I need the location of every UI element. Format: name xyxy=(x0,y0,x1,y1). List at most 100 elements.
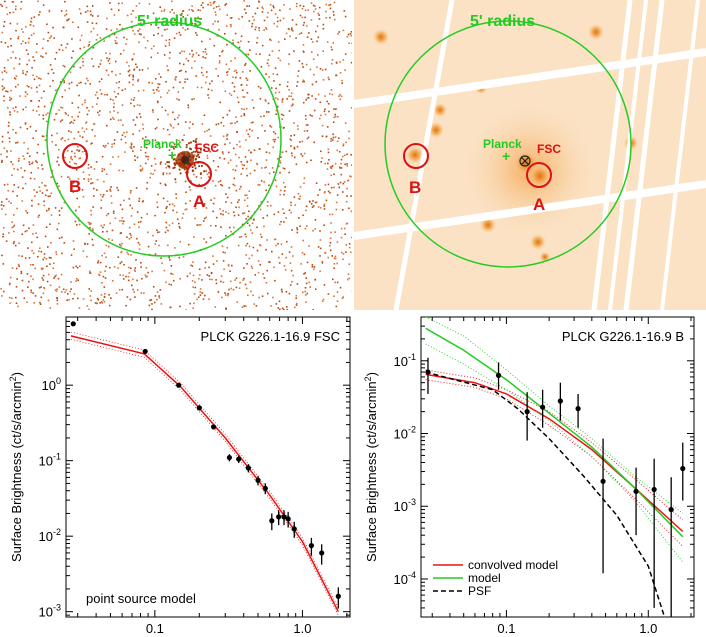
noise-pixel xyxy=(158,244,160,247)
noise-pixel xyxy=(128,81,131,84)
noise-pixel xyxy=(33,189,35,191)
noise-pixel xyxy=(112,99,114,101)
noise-pixel xyxy=(207,97,210,99)
noise-pixel xyxy=(265,189,267,192)
noise-pixel xyxy=(84,243,86,245)
noise-pixel xyxy=(333,173,335,176)
noise-pixel xyxy=(50,214,53,216)
noise-pixel xyxy=(348,207,350,210)
noise-pixel xyxy=(30,100,33,102)
noise-pixel xyxy=(273,22,275,25)
noise-pixel xyxy=(340,227,343,230)
noise-pixel xyxy=(75,209,77,212)
data-point xyxy=(600,478,606,484)
noise-pixel xyxy=(234,57,236,59)
noise-pixel xyxy=(76,224,78,226)
noise-pixel xyxy=(60,207,63,209)
noise-pixel xyxy=(49,284,52,287)
noise-pixel xyxy=(129,232,131,235)
noise-pixel xyxy=(340,162,342,165)
noise-pixel xyxy=(165,281,167,284)
noise-pixel xyxy=(185,57,188,60)
noise-pixel xyxy=(11,163,14,166)
source-photon xyxy=(194,158,197,161)
noise-pixel xyxy=(192,261,194,263)
noise-pixel xyxy=(133,69,135,71)
noise-pixel xyxy=(322,27,325,30)
noise-pixel xyxy=(227,70,229,73)
noise-pixel xyxy=(266,214,268,217)
noise-pixel xyxy=(200,18,202,20)
noise-pixel xyxy=(221,296,223,299)
noise-pixel xyxy=(292,98,294,101)
noise-pixel xyxy=(58,185,60,188)
noise-pixel xyxy=(288,95,290,97)
source-photon xyxy=(201,165,203,167)
noise-pixel xyxy=(221,245,224,247)
noise-pixel xyxy=(255,26,257,28)
noise-pixel xyxy=(134,270,136,272)
noise-pixel xyxy=(344,233,346,235)
noise-pixel xyxy=(31,161,34,164)
noise-pixel xyxy=(39,301,41,304)
noise-pixel xyxy=(237,201,239,203)
noise-pixel xyxy=(79,157,81,159)
noise-pixel xyxy=(269,125,271,127)
noise-pixel xyxy=(23,158,25,160)
noise-pixel xyxy=(54,275,56,278)
noise-pixel xyxy=(291,280,293,283)
noise-pixel xyxy=(116,28,118,30)
noise-pixel xyxy=(289,284,292,286)
noise-pixel xyxy=(233,177,236,180)
noise-pixel xyxy=(336,149,338,152)
noise-pixel xyxy=(168,133,171,136)
noise-pixel xyxy=(307,136,310,139)
noise-pixel xyxy=(297,75,299,77)
noise-pixel xyxy=(351,42,352,45)
noise-pixel xyxy=(339,181,342,184)
noise-pixel xyxy=(199,288,202,290)
plot-annotation: point source model xyxy=(86,591,196,606)
noise-pixel xyxy=(88,233,90,235)
noise-pixel xyxy=(90,143,92,145)
noise-pixel xyxy=(140,220,142,223)
data-point xyxy=(668,506,674,513)
noise-pixel xyxy=(328,159,330,161)
noise-pixel xyxy=(87,178,90,180)
noise-pixel xyxy=(61,137,64,139)
noise-pixel xyxy=(222,125,225,127)
noise-pixel xyxy=(86,140,88,142)
noise-pixel xyxy=(290,269,293,272)
noise-pixel xyxy=(179,81,181,83)
noise-pixel xyxy=(80,12,82,15)
noise-pixel xyxy=(205,170,207,172)
noise-pixel xyxy=(64,139,66,142)
noise-pixel xyxy=(243,108,245,111)
noise-pixel xyxy=(344,154,346,157)
noise-pixel xyxy=(148,304,151,307)
noise-pixel xyxy=(140,266,142,268)
noise-pixel xyxy=(227,294,229,297)
noise-pixel xyxy=(108,58,111,60)
noise-pixel xyxy=(109,222,111,225)
noise-pixel xyxy=(250,217,252,220)
noise-pixel xyxy=(274,138,276,141)
noise-pixel xyxy=(141,69,144,71)
noise-pixel xyxy=(118,169,120,172)
noise-pixel xyxy=(156,206,159,209)
noise-pixel xyxy=(144,136,147,138)
noise-pixel xyxy=(295,23,298,26)
noise-pixel xyxy=(154,157,156,160)
noise-pixel xyxy=(0,153,2,156)
noise-pixel xyxy=(192,274,195,277)
noise-pixel xyxy=(80,34,83,37)
noise-pixel xyxy=(168,283,170,285)
noise-pixel xyxy=(184,208,187,211)
noise-pixel xyxy=(249,49,251,51)
noise-pixel xyxy=(70,131,72,133)
noise-pixel xyxy=(76,266,79,269)
noise-pixel xyxy=(90,166,92,168)
noise-pixel xyxy=(205,76,208,78)
noise-pixel xyxy=(119,53,122,55)
noise-pixel xyxy=(157,142,159,145)
